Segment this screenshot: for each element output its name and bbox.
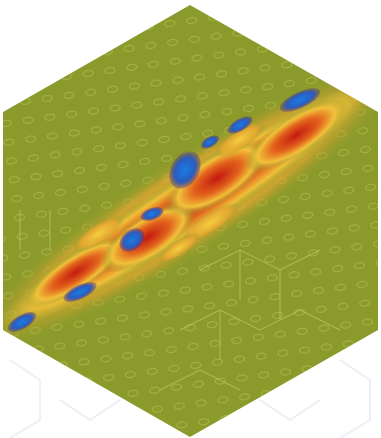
simulation-field bbox=[0, 0, 381, 438]
hexagon-image bbox=[0, 0, 381, 438]
page: {} bbox=[0, 0, 381, 438]
